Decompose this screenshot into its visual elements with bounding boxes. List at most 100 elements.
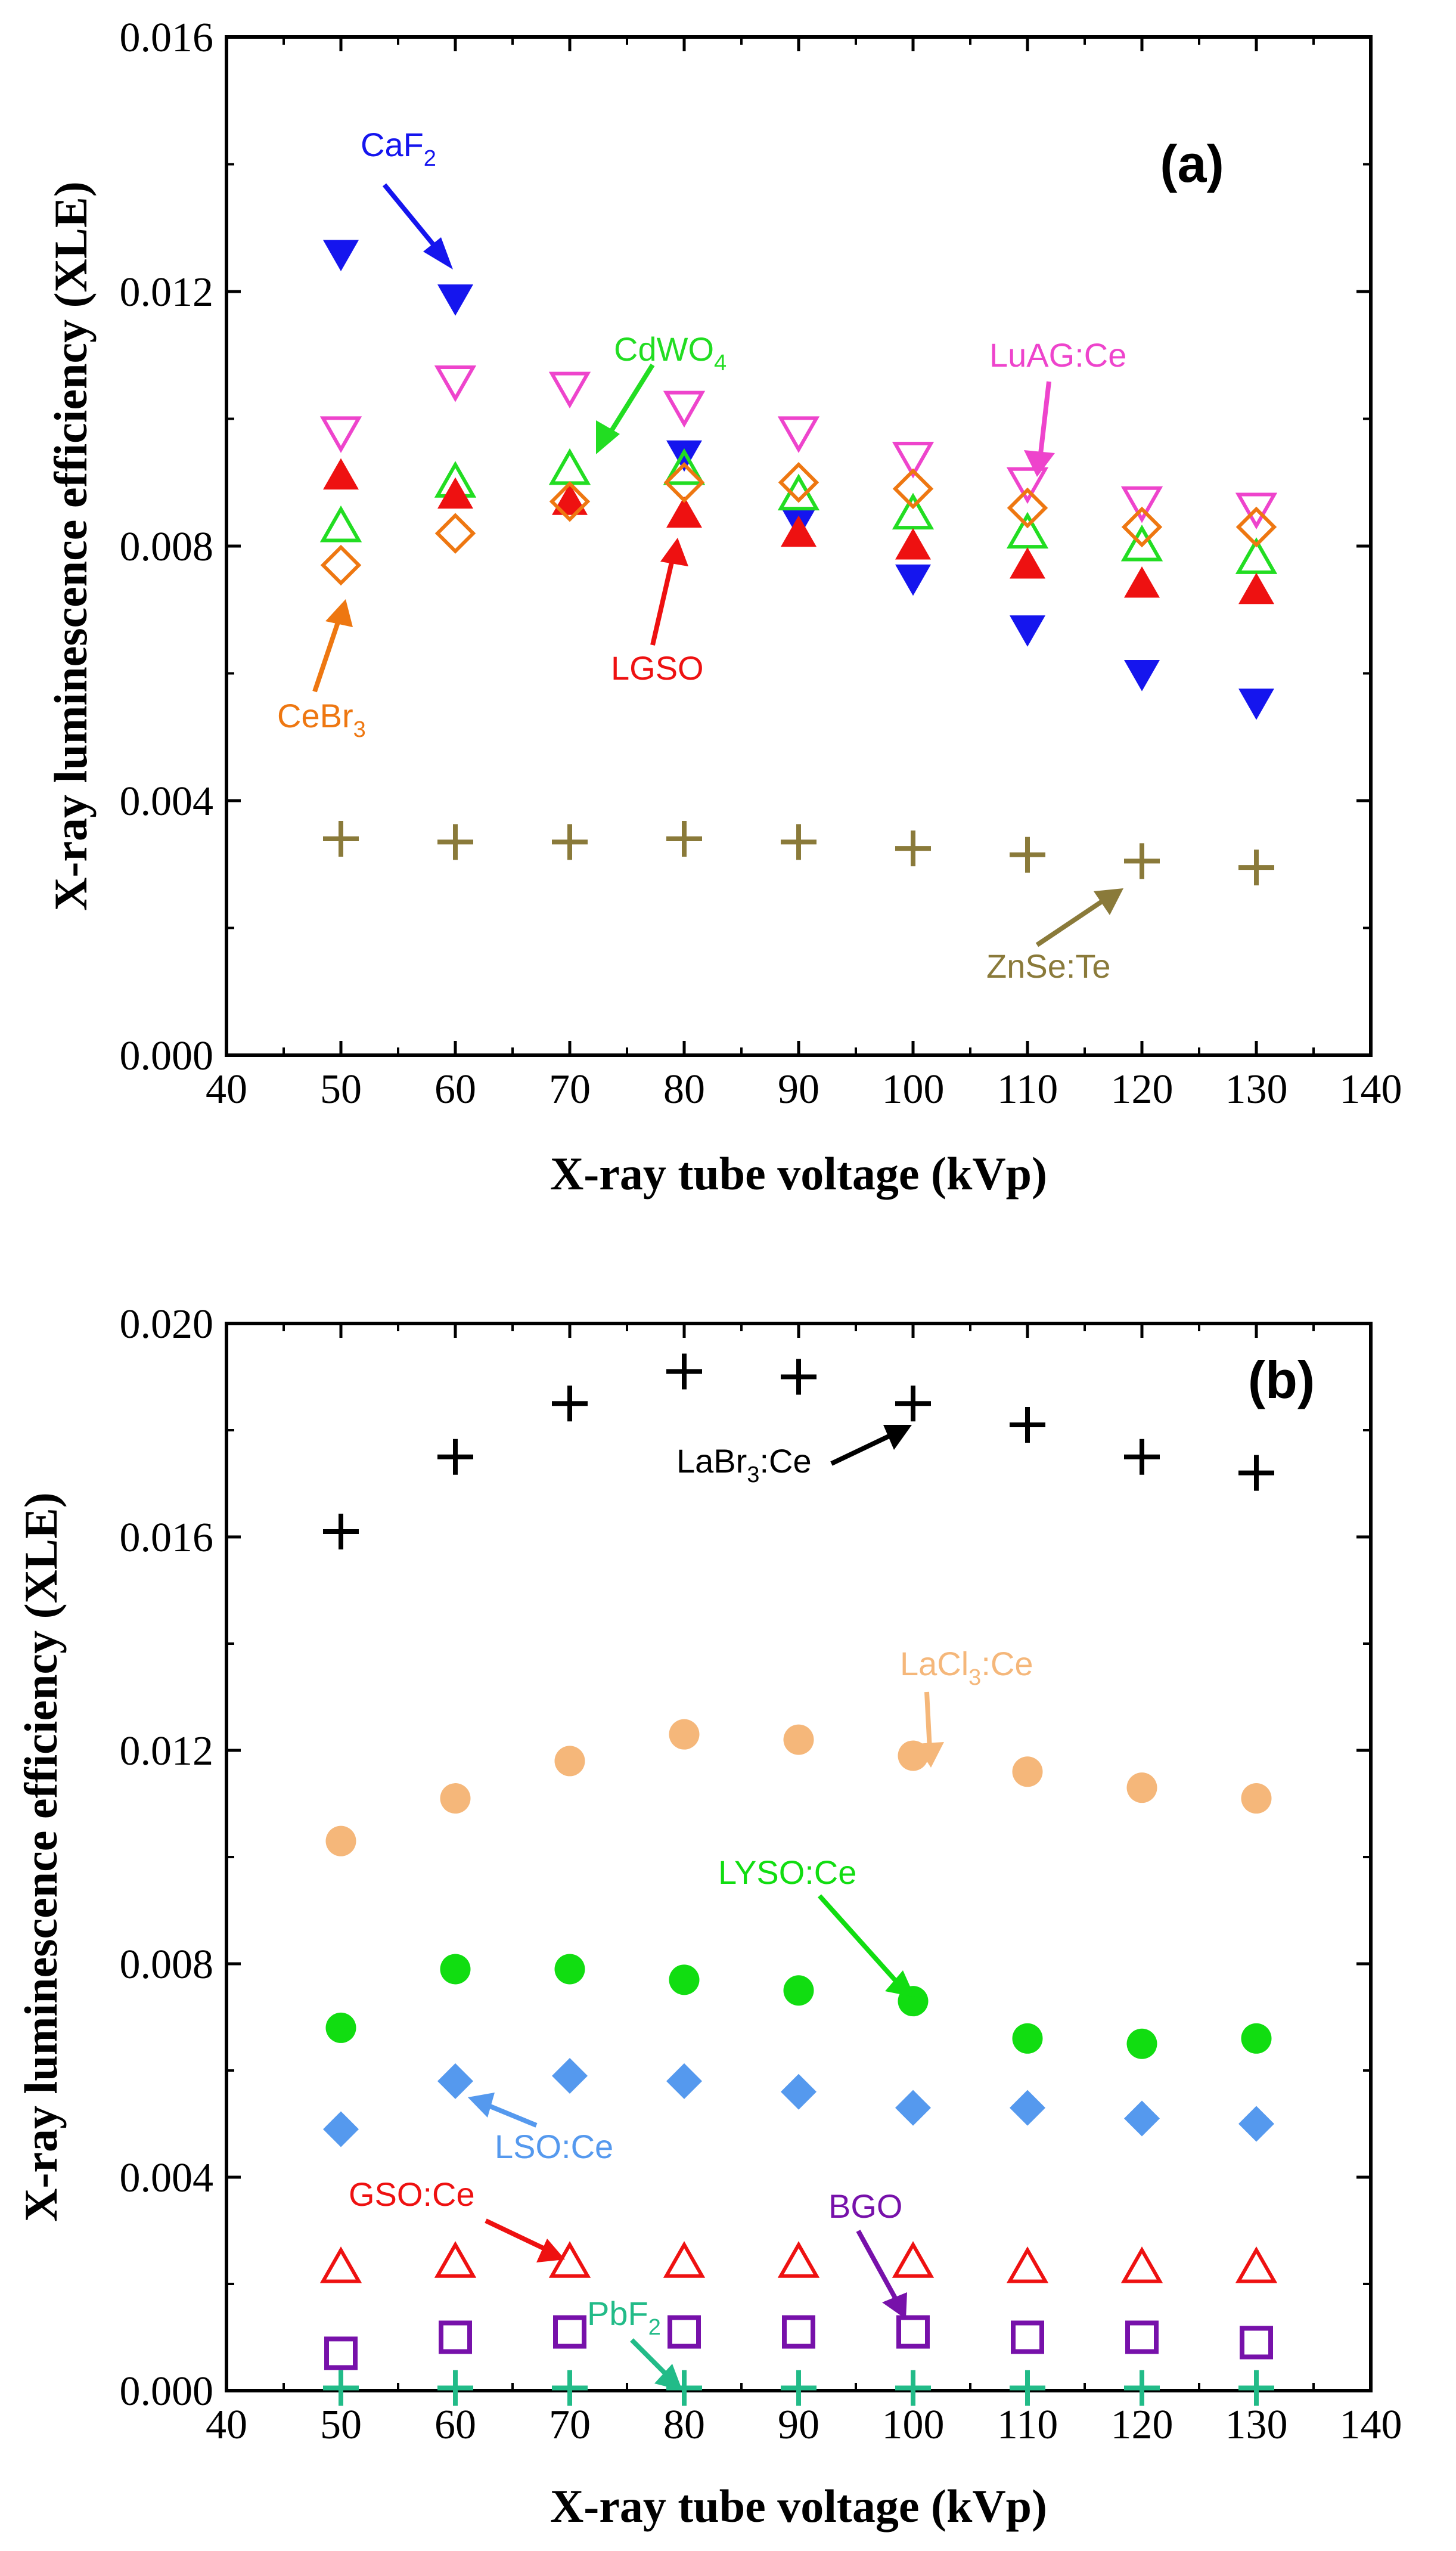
marker-znse-te	[895, 830, 931, 867]
marker-cebr3	[778, 462, 819, 503]
marker-cebr3	[434, 513, 476, 554]
x-axis-title: X-ray tube voltage (kVp)	[550, 1148, 1047, 1199]
marker-cdwo4	[548, 448, 591, 485]
marker-luag-ce	[319, 416, 362, 453]
marker-gso-ce	[777, 2241, 820, 2278]
x-tick-label: 80	[663, 1067, 705, 1112]
marker-lyso-ce	[440, 1954, 471, 1985]
marker-lgso	[895, 528, 931, 560]
label-znsete: ZnSe:Te	[986, 947, 1111, 985]
marker-bgo	[324, 2336, 358, 2370]
marker-cdwo4	[319, 505, 362, 543]
label-lsoce: LSO:Ce	[495, 2128, 613, 2165]
y-tick-label: 0.012	[120, 1728, 214, 1774]
tick-labels: 40 50 60 70 80 90 100 110 120 130 140 0.000 0.004 0.0…	[120, 1301, 1402, 2448]
x-tick-label: 40	[206, 2402, 247, 2448]
marker-lso-ce	[781, 2073, 817, 2110]
marker-pbf2	[323, 2370, 359, 2406]
x-tick-label: 120	[1111, 2402, 1174, 2448]
marker-caf2	[1010, 615, 1045, 647]
marker-labr3-ce	[552, 1385, 588, 1422]
y-axis-title: X-ray luminescence efficiency (XLE)	[45, 181, 97, 911]
marker-cebr3	[1007, 487, 1048, 529]
annotation-caf2: CaF2	[361, 126, 453, 269]
marker-caf2	[1124, 660, 1160, 692]
marker-caf2	[1238, 689, 1274, 720]
x-tick-label: 130	[1225, 1067, 1288, 1112]
marker-caf2	[666, 440, 702, 472]
label-bgo: BGO	[828, 2187, 902, 2225]
x-tick-label: 60	[434, 2402, 476, 2448]
marker-cdwo4	[1120, 524, 1163, 562]
marker-lso-ce	[323, 2111, 359, 2147]
marker-labr3-ce	[1124, 1439, 1160, 1475]
marker-pbf2	[1010, 2370, 1045, 2406]
marker-pbf2	[437, 2370, 473, 2406]
marker-gso-ce	[548, 2241, 591, 2278]
x-tick-label: 120	[1111, 1067, 1174, 1112]
x-tick-label: 50	[320, 2402, 362, 2448]
panel-label: (b)	[1248, 1350, 1315, 1409]
marker-gso-ce	[892, 2241, 935, 2278]
marker-lyso-ce	[783, 1975, 814, 2006]
panel-label: (a)	[1160, 134, 1224, 193]
marker-labr3-ce	[323, 1514, 359, 1550]
marker-cebr3	[663, 462, 705, 503]
label-cdwo4: CdWO4	[614, 330, 727, 376]
marker-bgo	[1011, 2320, 1044, 2354]
y-axis-title: X-ray luminescence efficiency (XLE)	[15, 1492, 67, 2222]
annotation-labr3ce: LaBr3:Ce	[676, 1425, 912, 1487]
annotation-lgso: LGSO	[611, 538, 704, 687]
tick-labels: 40 50 60 70 80 90 100 110 120 130 140 0.000 0.004 0.0…	[120, 15, 1402, 1112]
marker-lyso-ce	[1012, 2023, 1043, 2054]
marker-lacl3-ce	[669, 1719, 700, 1750]
x-tick-label: 60	[434, 1067, 476, 1112]
marker-pbf2	[552, 2370, 588, 2406]
marker-cebr3	[549, 481, 591, 522]
y-tick-label: 0.016	[120, 15, 214, 61]
marker-bgo	[782, 2315, 815, 2349]
annotation-gsoce: GSO:Ce	[349, 2175, 565, 2262]
marker-lyso-ce	[325, 2012, 356, 2043]
marker-labr3-ce	[781, 1359, 817, 1395]
marker-caf2	[895, 564, 931, 596]
marker-gso-ce	[1120, 2246, 1163, 2283]
marker-bgo	[553, 2315, 586, 2349]
marker-znse-te	[552, 824, 588, 860]
y-tick-label: 0.012	[120, 269, 214, 315]
label-luagce: LuAG:Ce	[989, 336, 1126, 374]
marker-lso-ce	[895, 2090, 931, 2126]
marker-labr3-ce	[1238, 1455, 1274, 1491]
marker-labr3-ce	[895, 1385, 931, 1422]
marker-gso-ce	[1235, 2246, 1278, 2283]
marker-pbf2	[1124, 2370, 1160, 2406]
marker-cebr3	[892, 468, 934, 510]
y-tick-label: 0.020	[120, 1301, 214, 1347]
marker-lgso	[1238, 572, 1274, 605]
x-tick-label: 90	[778, 2402, 819, 2448]
y-tick-label: 0.004	[120, 2155, 214, 2201]
annotation-lacl3ce: LaCl3:Ce	[900, 1645, 1033, 1768]
annotation-cebr3: CeBr3	[277, 599, 366, 742]
label-lysoce: LYSO:Ce	[718, 1853, 856, 1891]
marker-znse-te	[1238, 850, 1274, 886]
marker-lacl3-ce	[783, 1724, 814, 1755]
label-lacl3ce: LaCl3:Ce	[900, 1645, 1033, 1690]
marker-lso-ce	[1238, 2106, 1274, 2142]
marker-labr3-ce	[666, 1353, 702, 1390]
marker-luag-ce	[663, 390, 706, 428]
label-labr3ce: LaBr3:Ce	[676, 1442, 812, 1487]
marker-pbf2	[781, 2370, 817, 2406]
marker-lgso	[1124, 566, 1160, 598]
marker-lacl3-ce	[1126, 1772, 1157, 1803]
marker-luag-ce	[777, 416, 820, 453]
marker-gso-ce	[663, 2241, 706, 2278]
marker-bgo	[1240, 2326, 1273, 2360]
x-tick-label: 130	[1225, 2402, 1288, 2448]
marker-luag-ce	[1235, 492, 1278, 529]
marker-pbf2	[895, 2370, 931, 2406]
annotation-lysoce: LYSO:Ce	[718, 1853, 915, 1997]
marker-lacl3-ce	[554, 1746, 585, 1777]
marker-cebr3	[1235, 506, 1277, 548]
